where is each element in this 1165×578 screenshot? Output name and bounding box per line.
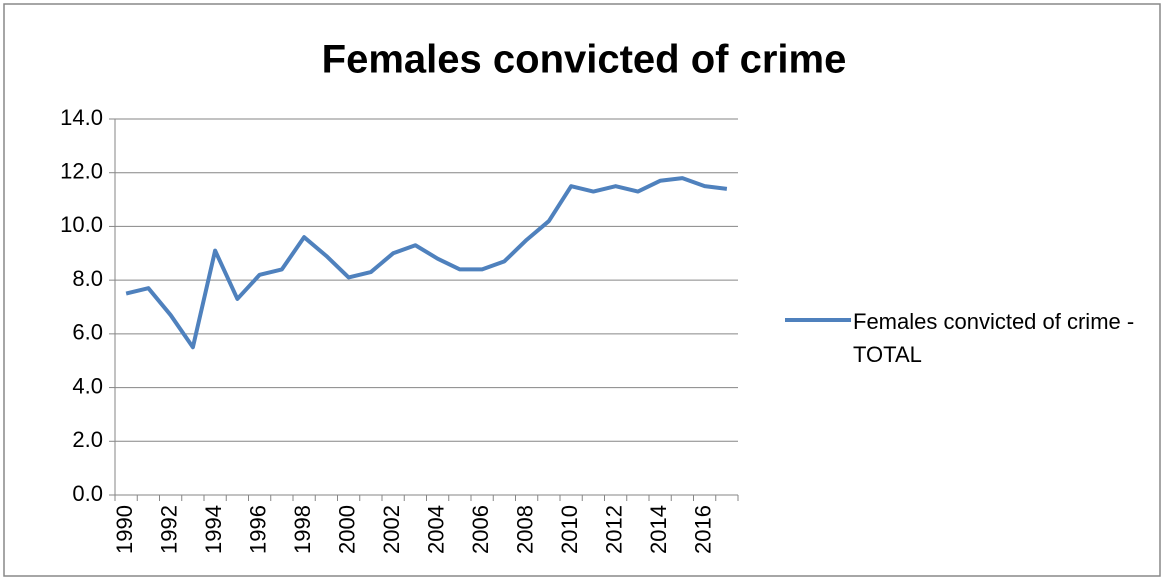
x-tick-label: 2004	[423, 505, 448, 554]
x-tick-label: 1994	[201, 505, 226, 554]
x-tick-label: 1996	[245, 505, 270, 554]
data-line	[125, 176, 728, 350]
y-tick-label: 2.0	[72, 427, 103, 452]
y-tick-label: 12.0	[60, 159, 103, 184]
x-tick-label: 2016	[690, 505, 715, 554]
legend-label: Females convicted of crime - TOTAL	[853, 309, 1135, 367]
chart-title: Females convicted of crime	[322, 38, 847, 82]
x-tick-label: 1998	[290, 505, 315, 554]
y-tick-label: 14.0	[60, 105, 103, 130]
y-tick-label: 10.0	[60, 212, 103, 237]
x-tick-label: 1990	[112, 505, 137, 554]
x-tick-label: 2006	[468, 505, 493, 554]
y-tick-label: 6.0	[72, 320, 103, 345]
x-tick-label: 2002	[379, 505, 404, 554]
x-tick-label: 2010	[557, 505, 582, 554]
y-tick-label: 0.0	[72, 481, 103, 506]
y-tick-label: 8.0	[72, 266, 103, 291]
x-tick-label: 1992	[156, 505, 181, 554]
x-tick-label: 2014	[646, 505, 671, 554]
x-tick-label: 2008	[512, 505, 537, 554]
x-tick-label: 2000	[334, 505, 359, 554]
y-tick-label: 4.0	[72, 373, 103, 398]
chart-frame	[3, 3, 1161, 577]
x-tick-label: 2012	[601, 505, 626, 554]
